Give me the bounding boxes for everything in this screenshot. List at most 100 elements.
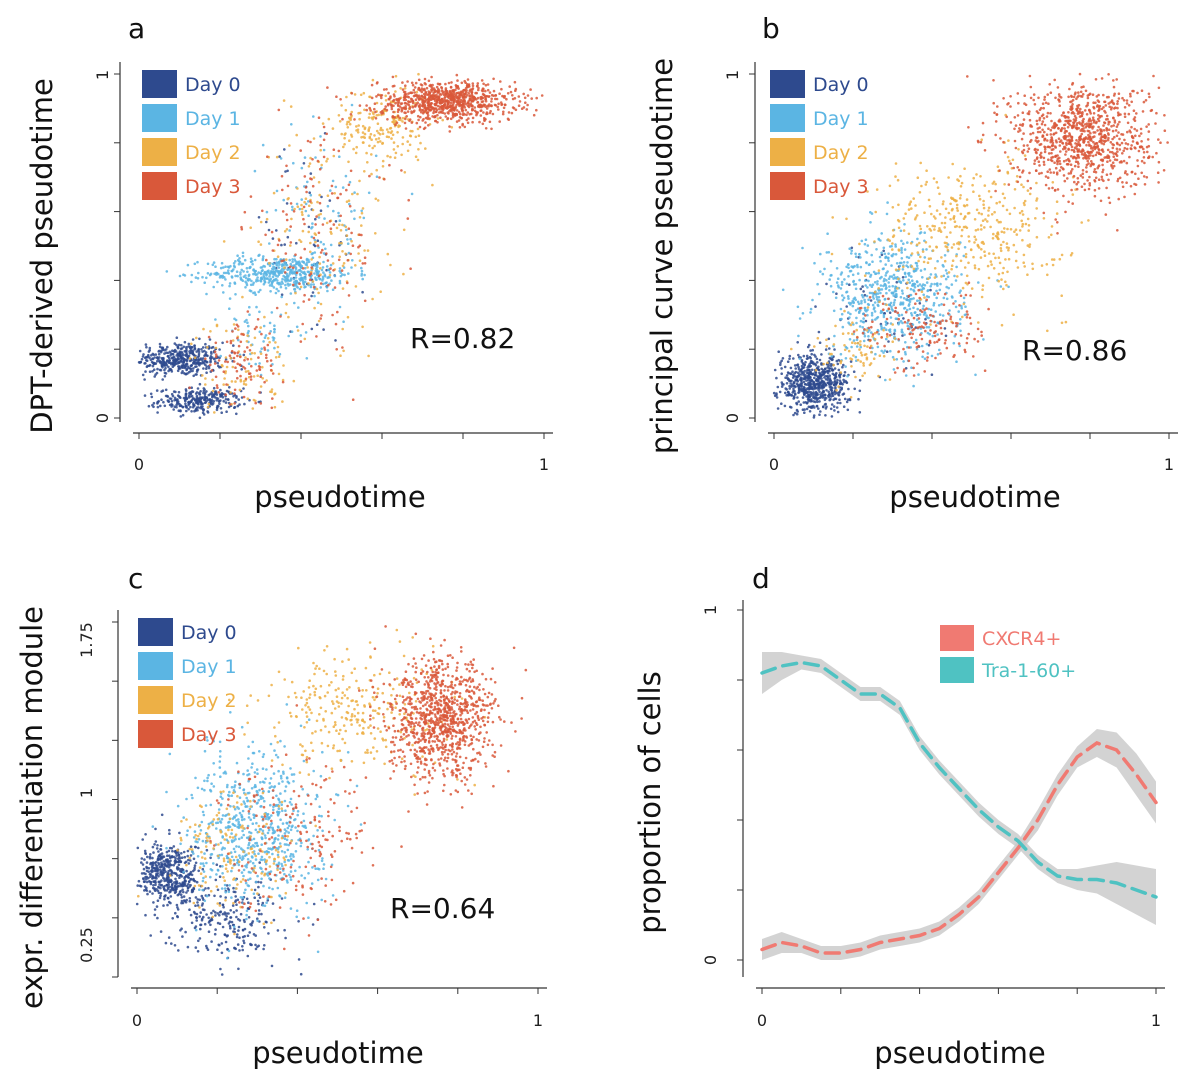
data-point <box>297 306 300 309</box>
data-point <box>458 126 462 129</box>
data-point <box>322 125 326 129</box>
data-point <box>278 263 281 266</box>
data-point <box>162 400 165 404</box>
data-point <box>963 266 967 269</box>
data-point <box>303 280 307 284</box>
data-point <box>148 346 152 350</box>
data-point <box>852 354 855 357</box>
data-point <box>296 187 299 190</box>
data-point <box>915 243 919 246</box>
data-point <box>300 166 304 170</box>
data-point <box>220 363 224 367</box>
data-point <box>1045 263 1049 266</box>
data-point <box>1005 283 1008 287</box>
data-point <box>832 309 836 313</box>
data-point <box>346 238 349 241</box>
data-point <box>335 95 338 98</box>
data-point <box>457 95 460 98</box>
data-point <box>1101 170 1104 174</box>
data-point <box>182 273 185 277</box>
data-point <box>321 122 325 125</box>
data-point <box>284 276 287 279</box>
data-point <box>363 126 367 130</box>
data-point <box>935 289 938 293</box>
data-point <box>215 384 219 387</box>
data-point <box>888 285 891 288</box>
data-point <box>444 82 447 86</box>
data-point <box>222 266 225 269</box>
data-point <box>964 252 968 256</box>
data-point <box>253 258 257 262</box>
data-point <box>859 309 862 312</box>
data-point <box>922 287 925 290</box>
data-point <box>842 405 846 409</box>
legend-swatch <box>142 70 177 98</box>
data-point <box>490 97 494 101</box>
data-point <box>815 378 818 381</box>
data-point <box>484 105 488 109</box>
data-point <box>889 349 892 353</box>
data-point <box>418 105 422 109</box>
data-point <box>879 291 882 295</box>
data-point <box>369 132 373 136</box>
data-point <box>391 99 395 103</box>
data-point <box>404 127 408 130</box>
data-point <box>305 357 309 360</box>
data-point <box>448 125 451 128</box>
data-point <box>1123 112 1127 116</box>
data-point <box>900 289 904 293</box>
data-point <box>300 210 304 214</box>
data-point <box>780 381 784 384</box>
data-point <box>1097 119 1101 123</box>
data-point <box>909 200 913 203</box>
data-point <box>334 185 338 189</box>
data-point <box>955 199 958 203</box>
data-point <box>970 287 974 290</box>
data-point <box>207 402 211 406</box>
data-point <box>206 262 210 266</box>
data-point <box>944 207 948 211</box>
data-point <box>303 286 306 289</box>
data-point <box>373 134 376 137</box>
data-point <box>400 169 403 172</box>
data-point <box>796 341 799 344</box>
data-point <box>839 287 843 290</box>
data-point <box>330 184 334 188</box>
data-point <box>223 377 226 380</box>
data-point <box>186 358 189 361</box>
data-point <box>818 371 821 375</box>
data-point <box>1099 199 1103 203</box>
data-point <box>327 283 330 287</box>
data-point <box>179 415 183 418</box>
data-point <box>846 374 849 378</box>
data-point <box>869 275 872 278</box>
data-point <box>417 118 420 122</box>
data-point <box>375 82 379 85</box>
data-point <box>350 239 353 243</box>
data-point <box>973 241 976 244</box>
data-point <box>933 228 936 231</box>
data-point <box>180 343 183 347</box>
data-point <box>303 293 306 297</box>
data-point <box>915 280 919 283</box>
data-point <box>197 271 200 275</box>
data-point <box>434 119 437 123</box>
data-point <box>904 275 907 279</box>
data-point <box>191 338 195 341</box>
data-point <box>291 258 294 261</box>
data-point <box>887 259 890 263</box>
data-point <box>916 237 919 241</box>
data-point <box>958 197 962 200</box>
data-point <box>941 202 945 206</box>
data-point <box>246 397 250 401</box>
data-point <box>265 379 268 382</box>
data-point <box>178 274 182 278</box>
data-point <box>997 279 1000 283</box>
data-point <box>903 306 907 310</box>
data-point <box>338 120 342 123</box>
data-point <box>526 94 530 97</box>
data-point <box>427 79 431 83</box>
data-point <box>843 348 847 352</box>
data-point <box>1043 98 1046 101</box>
data-point <box>526 103 529 107</box>
